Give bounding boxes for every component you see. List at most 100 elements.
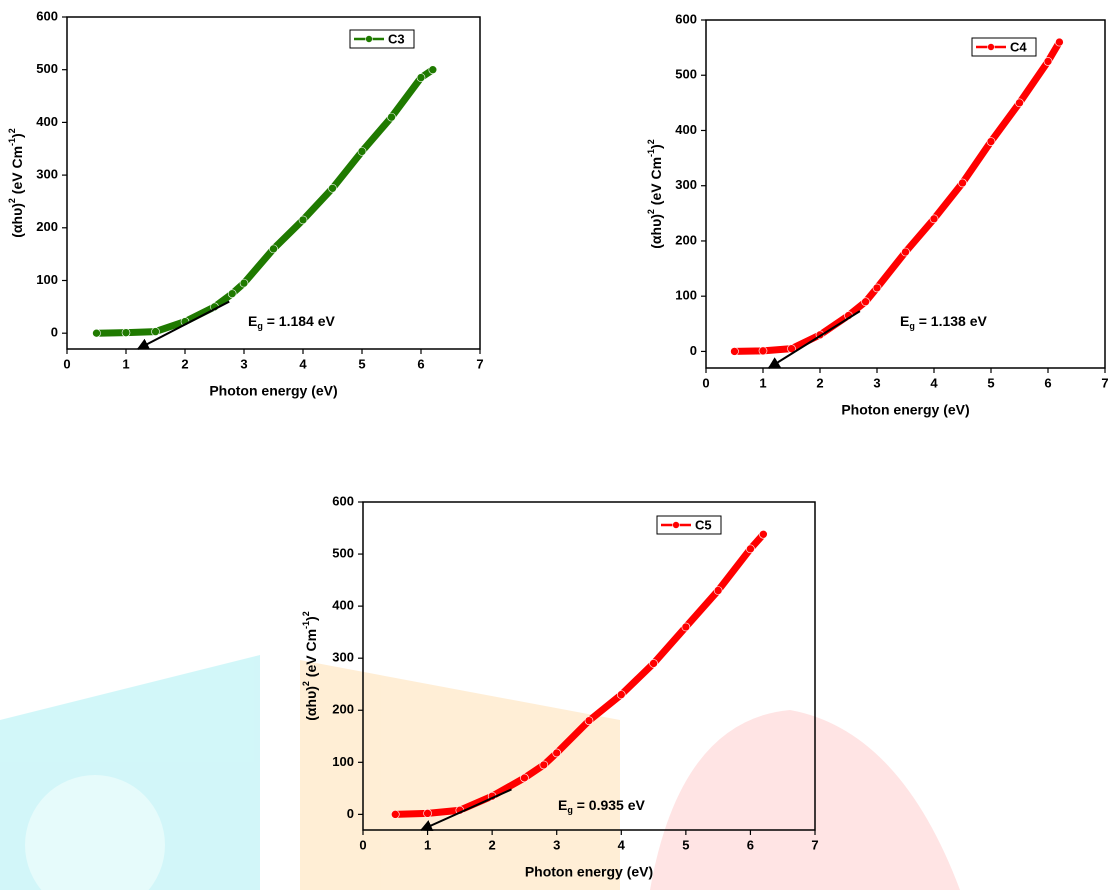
y-tick-label: 300: [36, 167, 58, 182]
data-point: [391, 810, 399, 818]
y-tick-label: 400: [36, 114, 58, 129]
fit-arrow: [138, 302, 229, 349]
y-tick-label: 0: [347, 806, 354, 821]
y-tick-label: 500: [675, 67, 697, 82]
x-tick-label: 2: [489, 837, 496, 852]
data-point: [1055, 38, 1063, 46]
data-point: [1044, 57, 1052, 65]
x-tick-label: 1: [424, 837, 431, 852]
data-point: [228, 290, 236, 298]
data-point: [270, 245, 278, 253]
plot-frame: [67, 17, 480, 349]
y-axis-title: (αhυ)2 (eV Cm-1)2: [646, 139, 663, 248]
data-point: [152, 328, 160, 336]
y-axis-title: (αhυ)2 (eV Cm-1)2: [7, 128, 24, 237]
x-axis-title: Photon energy (eV): [209, 383, 337, 399]
data-point: [553, 749, 561, 757]
x-tick-label: 3: [553, 837, 560, 852]
page: 012345670100200300400500600Photon energy…: [0, 0, 1108, 890]
data-point: [520, 774, 528, 782]
band-gap-annotation: Eg = 1.138 eV: [900, 313, 988, 332]
y-tick-label: 0: [690, 343, 697, 358]
y-tick-label: 0: [51, 325, 58, 340]
x-tick-label: 4: [618, 837, 626, 852]
x-tick-label: 7: [1101, 375, 1108, 390]
data-point: [873, 284, 881, 292]
data-point: [93, 329, 101, 337]
y-tick-label: 200: [36, 219, 58, 234]
data-line: [735, 42, 1060, 351]
y-tick-label: 200: [332, 702, 354, 717]
x-axis-title: Photon energy (eV): [525, 864, 653, 880]
fit-arrow: [769, 311, 860, 368]
x-tick-label: 0: [63, 356, 70, 371]
y-tick-label: 600: [332, 493, 354, 508]
data-point: [358, 147, 366, 155]
data-point: [424, 809, 432, 817]
data-point: [617, 691, 625, 699]
x-tick-label: 1: [759, 375, 766, 390]
data-point: [299, 216, 307, 224]
x-tick-label: 6: [1044, 375, 1051, 390]
x-tick-label: 7: [476, 356, 483, 371]
data-point: [1016, 99, 1024, 107]
watermark: [0, 655, 960, 890]
y-tick-label: 200: [675, 232, 697, 247]
y-tick-label: 300: [675, 177, 697, 192]
data-point: [417, 74, 425, 82]
x-tick-label: 3: [240, 356, 247, 371]
y-axis-title: (αhυ)2 (eV Cm-1)2: [301, 611, 318, 720]
y-axis-title-part: (αhυ): [303, 686, 319, 721]
data-point: [122, 329, 130, 337]
data-point: [682, 623, 690, 631]
x-tick-label: 1: [122, 356, 129, 371]
y-axis-title-part: (eV Cm: [9, 146, 25, 198]
data-point: [585, 717, 593, 725]
y-axis-title-part: (αhυ): [648, 214, 664, 249]
x-tick-label: 0: [359, 837, 366, 852]
x-tick-label: 4: [930, 375, 938, 390]
data-point: [959, 179, 967, 187]
y-tick-label: 100: [332, 754, 354, 769]
band-gap-annotation: Eg = 1.184 eV: [248, 313, 336, 332]
x-tick-label: 7: [811, 837, 818, 852]
y-tick-label: 400: [675, 122, 697, 137]
y-axis-title-script: -1: [301, 621, 311, 629]
data-point: [759, 530, 767, 538]
y-axis-title-part: (αhυ): [9, 203, 25, 238]
legend-label: C5: [695, 517, 712, 532]
x-tick-label: 6: [747, 837, 754, 852]
band-gap-annotation-part: = 0.935 eV: [573, 797, 646, 813]
x-tick-label: 2: [181, 356, 188, 371]
y-axis-title-script: -1: [646, 149, 656, 157]
data-point: [388, 113, 396, 121]
y-tick-label: 100: [675, 288, 697, 303]
x-axis-title: Photon energy (eV): [841, 402, 969, 418]
legend-label: C3: [388, 31, 405, 46]
band-gap-annotation-part: E: [900, 313, 909, 329]
y-tick-label: 300: [332, 650, 354, 665]
x-tick-label: 3: [873, 375, 880, 390]
y-tick-label: 600: [36, 8, 58, 23]
band-gap-annotation-part: = 1.184 eV: [263, 313, 336, 329]
x-tick-label: 5: [358, 356, 365, 371]
x-tick-label: 6: [417, 356, 424, 371]
data-point: [329, 184, 337, 192]
data-point: [650, 659, 658, 667]
y-axis-title-script: 2: [301, 611, 311, 616]
x-tick-label: 5: [682, 837, 689, 852]
band-gap-annotation-part: E: [248, 313, 257, 329]
x-tick-label: 0: [702, 375, 709, 390]
data-point: [746, 545, 754, 553]
y-tick-label: 500: [332, 546, 354, 561]
data-point: [240, 279, 248, 287]
data-point: [714, 587, 722, 595]
band-gap-annotation-part: E: [558, 797, 567, 813]
data-point: [862, 298, 870, 306]
legend-marker: [366, 36, 373, 43]
data-point: [759, 347, 767, 355]
data-point: [540, 761, 548, 769]
legend-marker: [988, 44, 995, 51]
data-point: [429, 66, 437, 74]
y-tick-label: 600: [675, 11, 697, 26]
